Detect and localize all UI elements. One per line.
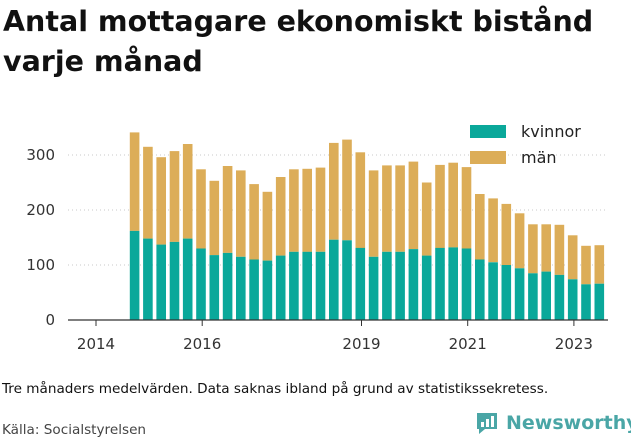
bar-kvinnor xyxy=(421,255,432,320)
y-tick-label: 0 xyxy=(45,311,55,329)
y-tick-label: 300 xyxy=(26,146,55,164)
legend-label: män xyxy=(521,148,557,167)
bar-kvinnor xyxy=(275,255,286,320)
bar-kvinnor xyxy=(129,230,140,320)
bar-kvinnor xyxy=(368,256,379,321)
bar-kvinnor xyxy=(528,273,538,321)
x-axis: 2014 2016 2019 2021 2023 xyxy=(77,320,593,353)
bar-man xyxy=(567,235,578,280)
bar-man xyxy=(355,152,366,248)
bar-man xyxy=(514,213,525,269)
bar-man xyxy=(196,169,206,249)
bar-man xyxy=(421,182,432,256)
bar-man xyxy=(249,184,259,260)
bar-man xyxy=(382,165,392,252)
bar-kvinnor xyxy=(222,252,233,320)
bar-kvinnor xyxy=(196,248,206,320)
bar-kvinnor xyxy=(182,238,193,320)
bar-kvinnor xyxy=(249,259,259,320)
bar-kvinnor xyxy=(315,251,326,320)
bar-kvinnor xyxy=(461,248,472,320)
bar-man xyxy=(448,162,458,248)
bar-kvinnor xyxy=(541,271,551,320)
bar-kvinnor xyxy=(262,260,273,320)
bar-man xyxy=(581,245,591,285)
bar-kvinnor xyxy=(514,268,525,320)
bar-kvinnor xyxy=(209,255,220,320)
bar-man xyxy=(501,203,512,265)
bar-man xyxy=(594,245,605,284)
bar-man xyxy=(169,151,180,242)
bar-man xyxy=(342,139,352,241)
bar-kvinnor xyxy=(408,249,419,321)
brand-name: Newsworthy xyxy=(506,412,631,434)
bar-man xyxy=(329,142,339,240)
chart-title: Antal mottagare ekonomiskt bistånd varje… xyxy=(3,5,594,78)
bar-man xyxy=(156,157,166,245)
bar-kvinnor xyxy=(382,251,392,320)
bar-kvinnor xyxy=(302,251,312,320)
bar-kvinnor xyxy=(567,279,578,320)
bar-man xyxy=(315,167,326,252)
bar-kvinnor xyxy=(289,251,299,320)
bar-man xyxy=(236,170,246,257)
bar-kvinnor xyxy=(435,247,445,320)
bar-kvinnor xyxy=(156,244,166,320)
bar-kvinnor xyxy=(488,262,498,321)
bar-kvinnor xyxy=(594,283,605,320)
stacked-bar-chart: 0 100 200 300 2014 2016 2019 2021 2023 kvinnor m… xyxy=(26,122,608,353)
bar-man xyxy=(182,144,193,239)
bar-kvinnor xyxy=(448,247,458,320)
bar-man xyxy=(408,161,419,250)
bar-kvinnor xyxy=(475,259,485,320)
chart-note: Tre månaders medelvärden. Data saknas ib… xyxy=(2,381,549,397)
bar-kvinnor xyxy=(342,240,352,321)
bar-man xyxy=(262,191,273,261)
bar-man xyxy=(222,166,233,253)
bar-kvinnor xyxy=(355,247,366,320)
x-tick-label: 2019 xyxy=(342,335,380,353)
bar-kvinnor xyxy=(143,238,153,320)
bar-man xyxy=(209,180,220,256)
legend-swatch xyxy=(470,151,506,164)
source-text: Källa: Socialstyrelsen xyxy=(2,422,147,438)
bar-man xyxy=(488,198,498,263)
bar-man xyxy=(143,146,153,239)
x-tick-label: 2014 xyxy=(77,335,115,353)
bar-man xyxy=(554,224,565,275)
bar-kvinnor xyxy=(395,251,405,320)
bar-kvinnor xyxy=(329,239,339,320)
bar-man xyxy=(129,132,140,231)
bars xyxy=(129,132,605,321)
bar-man xyxy=(302,168,312,252)
y-axis: 0 100 200 300 xyxy=(26,146,608,329)
bar-man xyxy=(395,165,405,252)
bar-man xyxy=(368,170,379,257)
bar-kvinnor xyxy=(581,284,591,321)
newsworthy-icon xyxy=(477,413,497,434)
y-tick-label: 100 xyxy=(26,256,55,274)
bar-man xyxy=(435,164,445,248)
bar-man xyxy=(541,224,551,272)
legend: kvinnor män xyxy=(470,122,581,167)
bar-man xyxy=(528,224,538,274)
y-tick-label: 200 xyxy=(26,201,55,219)
bar-kvinnor xyxy=(501,265,512,320)
bar-kvinnor xyxy=(554,274,565,320)
x-tick-label: 2016 xyxy=(183,335,221,353)
bar-kvinnor xyxy=(236,256,246,321)
bar-man xyxy=(275,177,286,256)
bar-man xyxy=(475,194,485,260)
brand-logo: Newsworthy xyxy=(474,409,631,437)
legend-swatch xyxy=(470,125,506,138)
x-tick-label: 2021 xyxy=(449,335,487,353)
legend-label: kvinnor xyxy=(521,122,581,141)
bar-man xyxy=(289,169,299,252)
bar-kvinnor xyxy=(169,241,180,320)
bar-man xyxy=(461,167,472,249)
x-tick-label: 2023 xyxy=(555,335,593,353)
